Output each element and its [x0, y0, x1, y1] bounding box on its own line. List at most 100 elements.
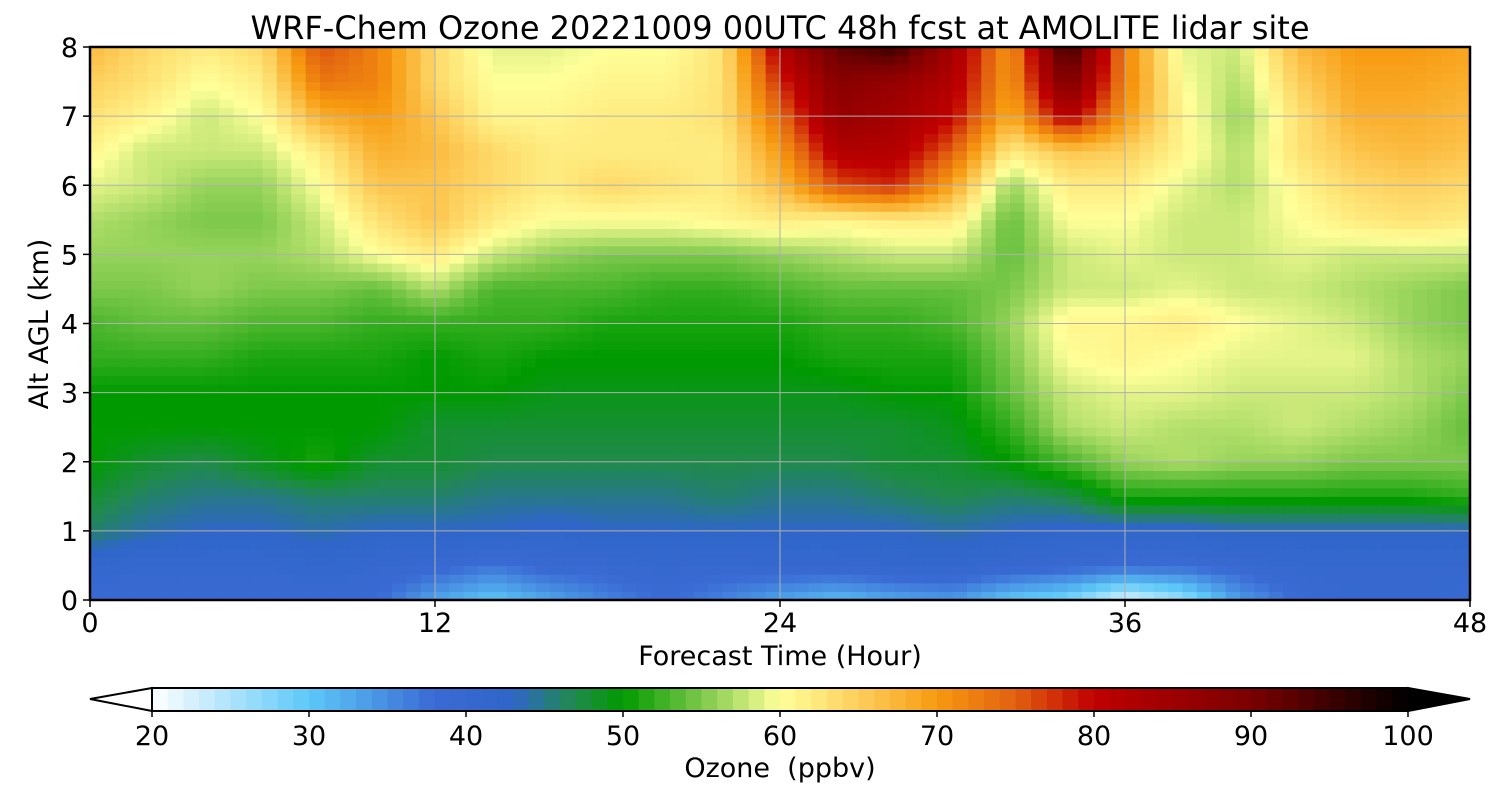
heatmap-cell — [420, 513, 436, 523]
heatmap-cell — [650, 245, 666, 255]
heatmap-cell — [1182, 228, 1198, 238]
heatmap-cell — [693, 211, 709, 221]
heatmap-cell — [118, 228, 134, 238]
heatmap-cell — [564, 323, 580, 333]
heatmap-cell — [665, 574, 680, 584]
heatmap-cell — [420, 539, 436, 549]
heatmap-cell — [104, 314, 120, 325]
heatmap-cell — [147, 306, 163, 316]
heatmap-cell — [521, 297, 537, 307]
heatmap-cell — [722, 487, 738, 497]
heatmap-cell — [377, 349, 393, 359]
heatmap-cell — [1383, 254, 1399, 264]
heatmap-cell — [118, 306, 134, 316]
heatmap-cell — [679, 401, 695, 411]
heatmap-cell — [190, 323, 206, 333]
heatmap-cell — [276, 185, 292, 195]
heatmap-cell — [1268, 237, 1284, 247]
heatmap-cell — [722, 513, 738, 523]
heatmap-cell — [1326, 193, 1342, 204]
heatmap-cell — [1067, 245, 1083, 255]
heatmap-cell — [147, 159, 163, 169]
heatmap-cell — [909, 340, 925, 351]
heatmap-cell — [938, 401, 954, 411]
heatmap-cell — [794, 366, 810, 376]
heatmap-cell — [90, 280, 105, 290]
heatmap-cell — [406, 522, 422, 532]
heatmap-cell — [118, 582, 134, 592]
heatmap-cell — [305, 565, 321, 575]
heatmap-cell — [348, 548, 364, 558]
heatmap-cell — [952, 427, 968, 437]
heatmap-cell — [147, 323, 163, 333]
heatmap-cell — [1024, 461, 1040, 471]
heatmap-cell — [219, 358, 235, 368]
heatmap-cell — [1283, 176, 1299, 186]
heatmap-cell — [334, 202, 350, 212]
heatmap-cell — [794, 219, 810, 230]
heatmap-cell — [506, 193, 522, 204]
heatmap-cell — [334, 245, 350, 255]
heatmap-cell — [363, 582, 379, 592]
heatmap-cell — [492, 522, 508, 532]
heatmap-cell — [133, 556, 149, 567]
heatmap-cell — [305, 237, 321, 247]
heatmap-cell — [880, 202, 896, 212]
heatmap-cell — [1024, 366, 1040, 376]
heatmap-cell — [564, 349, 580, 359]
heatmap-cell — [1383, 211, 1399, 221]
heatmap-cell — [176, 254, 192, 264]
heatmap-cell — [751, 375, 767, 385]
heatmap-cell — [1125, 591, 1140, 600]
heatmap-cell — [147, 340, 163, 351]
heatmap-cell — [291, 349, 307, 359]
heatmap-cell — [262, 435, 278, 446]
heatmap-cell — [133, 366, 149, 376]
heatmap-cell — [1326, 444, 1342, 454]
heatmap-cell — [1254, 349, 1270, 359]
heatmap-cell — [104, 237, 120, 247]
heatmap-cell — [621, 358, 637, 368]
heatmap-cell — [391, 427, 407, 437]
heatmap-cell — [808, 185, 824, 195]
heatmap-cell — [722, 358, 738, 368]
heatmap-cell — [1168, 556, 1184, 567]
heatmap-cell — [276, 444, 292, 454]
heatmap-cell — [679, 228, 695, 238]
heatmap-cell — [161, 444, 177, 454]
heatmap-cell — [851, 435, 867, 446]
heatmap-cell — [981, 530, 997, 541]
heatmap-cell — [1240, 453, 1255, 463]
heatmap-cell — [1196, 513, 1212, 523]
heatmap-cell — [233, 323, 249, 333]
heatmap-cell — [118, 530, 134, 541]
heatmap-cell — [1096, 435, 1112, 446]
heatmap-cell — [320, 504, 335, 515]
heatmap-cell — [593, 574, 609, 584]
heatmap-cell — [851, 167, 867, 178]
heatmap-cell — [1038, 323, 1054, 333]
heatmap-cell — [205, 504, 220, 515]
heatmap-cell — [248, 383, 264, 394]
heatmap-cell — [1096, 487, 1112, 497]
heatmap-cell — [765, 479, 781, 489]
heatmap-cell — [1153, 306, 1169, 316]
heatmap-cell — [363, 202, 379, 212]
heatmap-cell — [952, 366, 968, 376]
heatmap-cell — [808, 306, 824, 316]
heatmap-cell — [837, 470, 853, 480]
heatmap-cell — [363, 401, 379, 411]
heatmap-cell — [1369, 479, 1385, 489]
heatmap-cell — [377, 530, 393, 541]
heatmap-cell — [233, 297, 249, 307]
heatmap-cell — [636, 176, 652, 186]
heatmap-cell — [262, 306, 278, 316]
heatmap-cell — [1340, 314, 1356, 325]
heatmap-cell — [722, 574, 738, 584]
heatmap-cell — [1283, 323, 1299, 333]
heatmap-cell — [262, 496, 278, 506]
heatmap-cell — [1196, 202, 1212, 212]
heatmap-cell — [320, 211, 335, 221]
heatmap-cell — [1211, 574, 1227, 584]
heatmap-cell — [679, 193, 695, 204]
